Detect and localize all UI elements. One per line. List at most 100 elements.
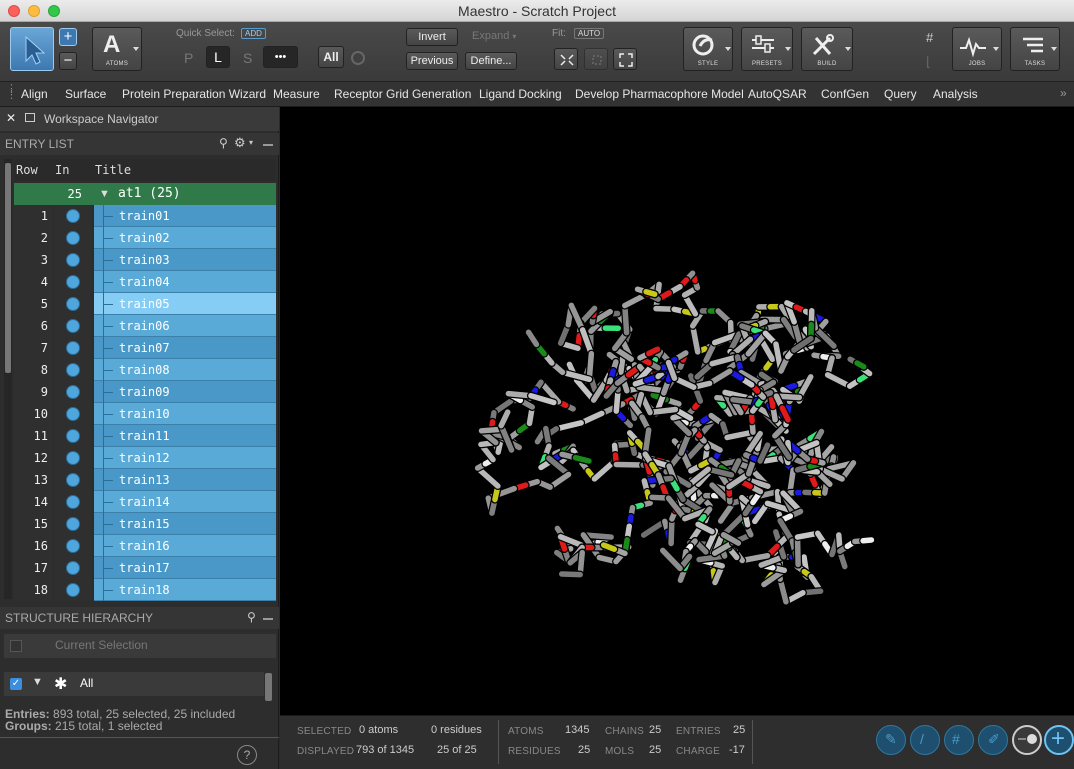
table-row[interactable]: 4 train04 [14, 271, 276, 293]
current-selection-row[interactable]: Current Selection [4, 634, 276, 658]
collapse-icon[interactable] [263, 144, 273, 146]
include-cell[interactable] [54, 535, 92, 557]
included-dot-icon[interactable] [66, 363, 80, 377]
auto-badge[interactable]: AUTO [574, 28, 605, 39]
subtract-selection-button[interactable]: − [59, 52, 77, 70]
atoms-pick-button[interactable]: A ATOMS [92, 27, 142, 71]
maximize-window-button[interactable] [48, 5, 60, 17]
hash-icon[interactable]: # [926, 30, 934, 45]
fit-selection-button[interactable] [584, 48, 608, 70]
included-dot-icon[interactable] [66, 407, 80, 421]
include-cell[interactable] [54, 359, 92, 381]
include-cell[interactable] [54, 249, 92, 271]
entry-title[interactable]: train02 [94, 227, 276, 249]
style-button[interactable]: STYLE [683, 27, 733, 71]
included-dot-icon[interactable] [66, 451, 80, 465]
menu-confgen[interactable]: ConfGen [821, 87, 870, 101]
target-icon[interactable] [351, 51, 365, 65]
menu-protein-preparation-wizard[interactable]: Protein Preparation Wizard [122, 87, 267, 101]
group-row[interactable]: 25 ▼ at1 (25) [14, 183, 276, 205]
expand-button[interactable]: Expand ▾ [472, 30, 516, 42]
included-dot-icon[interactable] [66, 253, 80, 267]
entry-title[interactable]: train06 [94, 315, 276, 337]
included-dot-icon[interactable] [66, 429, 80, 443]
triangle-down-icon[interactable]: ▼ [99, 188, 110, 200]
included-dot-icon[interactable] [66, 341, 80, 355]
undock-icon[interactable] [25, 113, 35, 122]
table-row[interactable]: 2 train02 [14, 227, 276, 249]
included-dot-icon[interactable] [66, 275, 80, 289]
pick-tool-button[interactable]: ✐ [978, 725, 1008, 755]
table-row[interactable]: 13 train13 [14, 469, 276, 491]
col-row-header[interactable]: Row [16, 163, 38, 177]
included-dot-icon[interactable] [66, 473, 80, 487]
grid-tool-button[interactable]: # [944, 725, 974, 755]
include-cell[interactable] [54, 293, 92, 315]
label-tool-button[interactable]: ✎ [876, 725, 906, 755]
include-cell[interactable] [54, 227, 92, 249]
include-cell[interactable] [54, 381, 92, 403]
entry-title[interactable]: train15 [94, 513, 276, 535]
close-window-button[interactable] [8, 5, 20, 17]
define-button[interactable]: Define... [465, 52, 517, 70]
include-cell[interactable] [54, 513, 92, 535]
entry-title[interactable]: train16 [94, 535, 276, 557]
include-cell[interactable] [54, 403, 92, 425]
search-icon[interactable]: ⚲ [247, 610, 256, 624]
entry-title[interactable]: train08 [94, 359, 276, 381]
included-dot-icon[interactable] [66, 297, 80, 311]
include-cell[interactable] [54, 425, 92, 447]
include-cell[interactable] [54, 491, 92, 513]
fit-all-button[interactable] [554, 48, 578, 70]
menu-align[interactable]: Align [21, 87, 48, 101]
include-cell[interactable] [54, 469, 92, 491]
included-dot-icon[interactable] [66, 517, 80, 531]
included-dot-icon[interactable] [66, 319, 80, 333]
col-in-header[interactable]: In [55, 163, 70, 177]
search-icon[interactable]: ⚲ [219, 136, 228, 150]
table-row[interactable]: 9 train09 [14, 381, 276, 403]
menu-develop-pharmacophore-model[interactable]: Develop Pharmacophore Model [575, 87, 744, 101]
current-selection-checkbox[interactable] [10, 640, 22, 652]
jobs-button[interactable]: JOBS [952, 27, 1002, 71]
select-all-button[interactable]: All [318, 46, 344, 68]
table-row[interactable]: 12 train12 [14, 447, 276, 469]
entry-title[interactable]: train01 [94, 205, 276, 227]
menu-analysis[interactable]: Analysis [933, 87, 978, 101]
entry-title[interactable]: train12 [94, 447, 276, 469]
menu-measure[interactable]: Measure [273, 87, 320, 101]
quick-select-p[interactable]: P [184, 50, 194, 66]
table-row[interactable]: 15 train15 [14, 513, 276, 535]
table-row[interactable]: 17 train17 [14, 557, 276, 579]
table-row[interactable]: 16 train16 [14, 535, 276, 557]
table-row[interactable]: 11 train11 [14, 425, 276, 447]
triangle-down-icon[interactable]: ▼ [32, 676, 43, 688]
menu-ligand-docking[interactable]: Ligand Docking [479, 87, 562, 101]
include-cell[interactable] [54, 557, 92, 579]
quick-select-s[interactable]: S [243, 50, 253, 66]
all-checkbox[interactable]: ✓ [10, 678, 22, 690]
menu-autoqsar[interactable]: AutoQSAR [748, 87, 807, 101]
entry-title[interactable]: train17 [94, 557, 276, 579]
included-dot-icon[interactable] [66, 231, 80, 245]
included-dot-icon[interactable] [66, 495, 80, 509]
entry-list-scrollbar[interactable] [4, 159, 12, 599]
all-hierarchy-row[interactable]: ✓ ▼ ✱ All [4, 672, 264, 696]
close-icon[interactable]: ✕ [6, 111, 17, 125]
include-cell[interactable] [54, 271, 92, 293]
table-row[interactable]: 7 train07 [14, 337, 276, 359]
add-selection-button[interactable]: + [59, 28, 77, 46]
entry-title[interactable]: train14 [94, 491, 276, 513]
entry-title[interactable]: train05 [94, 293, 276, 315]
included-dot-icon[interactable] [66, 385, 80, 399]
presets-button[interactable]: PRESETS [741, 27, 793, 71]
build-button[interactable]: BUILD [801, 27, 853, 71]
included-dot-icon[interactable] [66, 583, 80, 597]
menu-query[interactable]: Query [884, 87, 917, 101]
fit-visible-button[interactable] [613, 48, 637, 70]
help-button[interactable]: ? [237, 745, 257, 765]
include-cell[interactable] [54, 337, 92, 359]
included-dot-icon[interactable] [66, 561, 80, 575]
scrollbar-thumb[interactable] [5, 163, 11, 373]
quick-select-more[interactable]: ••• [263, 46, 298, 68]
